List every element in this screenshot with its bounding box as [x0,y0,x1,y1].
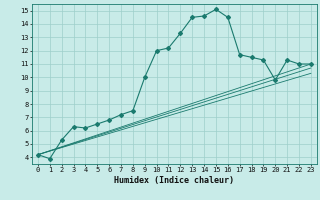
X-axis label: Humidex (Indice chaleur): Humidex (Indice chaleur) [115,176,234,185]
